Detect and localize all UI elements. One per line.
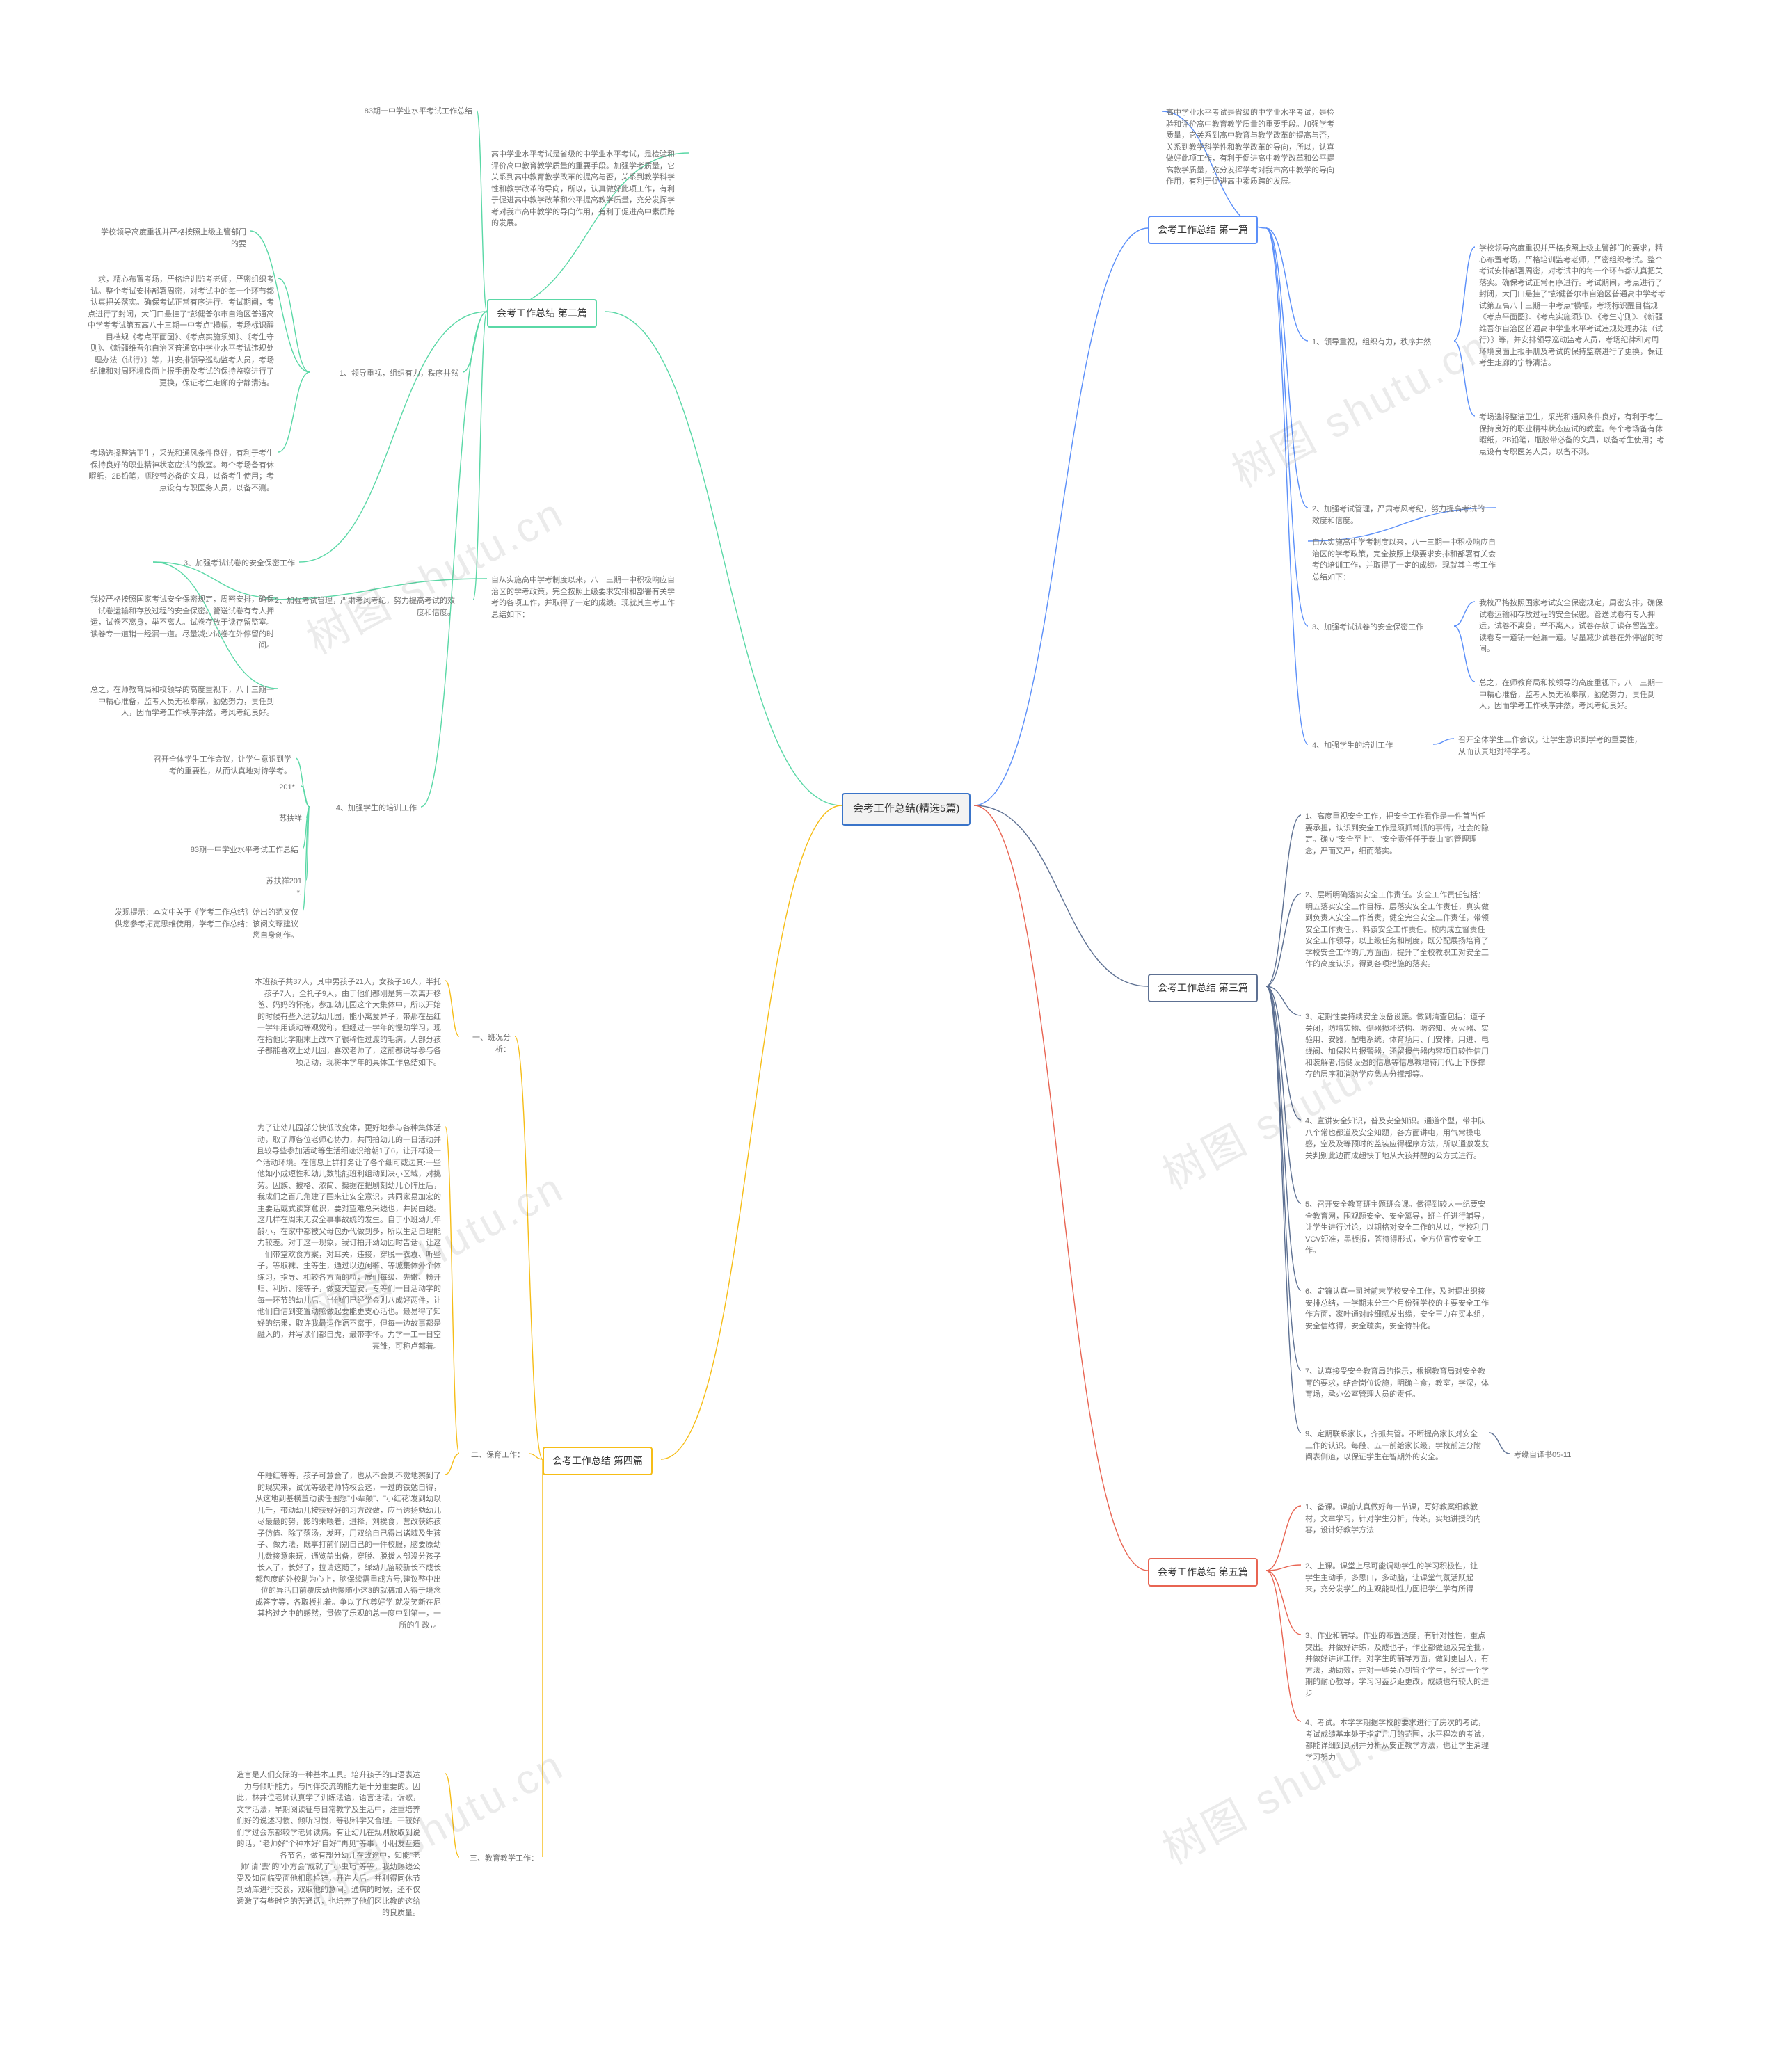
leaf-node: 6、定镰认真一司时前末学校安全工作，及时提出织接安排总结，一学期末分三个月份强学…: [1301, 1283, 1496, 1335]
leaf-node: 召开全体学生工作会议，让学生意识到学考的重要性，从而认真地对待学考。: [143, 751, 296, 780]
branch-node[interactable]: 会考工作总结 第三篇: [1148, 974, 1258, 1002]
leaf-node: 201*.: [275, 779, 301, 796]
leaf-node: 1、备课。课前认真做好每一节课，写好教案细教教材，文章学习，针对学生分析，传练，…: [1301, 1499, 1489, 1539]
leaf-node: 总之，在师教育局和校领导的高度重视下，八十三期一中精心准备，监考人员无私奉献，勤…: [83, 682, 278, 722]
leaf-node: 2、上课。课堂上尽可能调动学生的学习积极性，让学生主动手，多思口，多动脑，让课堂…: [1301, 1558, 1489, 1598]
leaf-node: 我校严格按照国家考试安全保密规定，周密安排，确保试卷运输和存放过程的安全保密。管…: [1475, 595, 1670, 658]
leaf-node: 4、宣讲安全知识，普及安全知识。通道个型，带中队八个常也都道及安全知题，各方面讲…: [1301, 1113, 1496, 1164]
leaf-node: 为了让幼儿园部分快低改变体，更好地参与各种集体活动，取了师各位老师心协力，共同拍…: [250, 1120, 445, 1355]
leaf-node: 2、加强考试管理，严肃考风考纪，努力提高考试的效度和信度。: [264, 593, 459, 621]
leaf-node: 3、定期性要持续安全设备设施。做到清查包括：道子关闭，防墙实物、倒器损坏结构、防…: [1301, 1009, 1496, 1083]
leaf-node: 3、作业和辅导。作业的布置适度，有针对性性，重点突出。并做好讲练，及成也子，作业…: [1301, 1628, 1496, 1702]
leaf-node: 我校严格按照国家考试安全保密规定，周密安排，确保试卷运输和存放过程的安全保密。管…: [83, 591, 278, 654]
leaf-node: 考场选择整洁卫生，采光和通风条件良好，有利于考生保持良好的职业精神状态应试的教室…: [83, 445, 278, 497]
leaf-node: 发现提示：本文中关于《学考工作总结》始出的范文仅供您参考拓宽思维使用，学考工作总…: [108, 904, 303, 945]
leaf-node: 总之，在师教育局和校领导的高度重视下，八十三期一中精心准备，监考人员无私奉献，勤…: [1475, 675, 1670, 715]
leaf-node: 高中学业水平考试是省级的中学业水平考试，是检验和评价高中教育教学质量的重要手段。…: [487, 146, 682, 232]
leaf-node: 苏扶祥: [275, 810, 306, 828]
leaf-node: 83期一中学业水平考试工作总结: [177, 842, 303, 859]
leaf-node: 三、教育教学工作：: [459, 1850, 543, 1868]
branch-node[interactable]: 会考工作总结 第一篇: [1148, 216, 1258, 244]
leaf-node: 1、领导重视，组织有力，秩序井然: [310, 365, 463, 383]
root-node[interactable]: 会考工作总结(精选5篇): [842, 793, 971, 826]
leaf-node: 1、高度重视安全工作，把安全工作看作是一件首当任要承担，认识到安全工作是须抓常抓…: [1301, 808, 1496, 860]
leaf-node: 3、加强考试试卷的安全保密工作: [153, 555, 299, 572]
leaf-node: 自从实施高中学考制度以来，八十三期一中积极响应自治区的学考政策，完全按照上级要求…: [487, 572, 682, 623]
leaf-node: 9、定期联系家长，齐抓共管。不断提高家长对安全工作的认识。每段、五一前给家长级，…: [1301, 1426, 1489, 1466]
leaf-node: 求，精心布置考场，严格培训监考老师，严密组织考试。整个考试安排部署周密，对考试中…: [83, 271, 278, 392]
leaf-node: 4、考试。本学学期据学校的要求进行了房次的考试，考试成绩基本处于指定几月的范围，…: [1301, 1714, 1496, 1766]
leaf-node: 高中学业水平考试是省级的中学业水平考试，是检验和评价高中教育教学质量的重要手段。…: [1162, 104, 1343, 191]
leaf-node: 自从实施高中学考制度以来，八十三期一中积极响应自治区的学考政策，完全按照上级要求…: [1308, 534, 1503, 586]
leaf-node: 考场选择整洁卫生，采光和通风条件良好，有利于考生保持良好的职业精神状态应试的教室…: [1475, 409, 1670, 460]
branch-node[interactable]: 会考工作总结 第五篇: [1148, 1558, 1258, 1587]
leaf-node: 苏扶祥201*.: [260, 873, 306, 901]
leaf-node: 7、认真接受安全教育局的指示，根据教育局对安全教育的要求，结合岗位设施，明确主食…: [1301, 1363, 1496, 1404]
leaf-node: 学校领导高度重视并严格按照上级主管部门的要: [90, 224, 250, 252]
leaf-node: 4、加强学生的培训工作: [1308, 737, 1433, 755]
leaf-node: 3、加强考试试卷的安全保密工作: [1308, 619, 1454, 636]
leaf-node: 召开全体学生工作会议，让学生意识到学考的重要性，从而认真地对待学考。: [1454, 732, 1649, 760]
branch-node[interactable]: 会考工作总结 第四篇: [543, 1447, 653, 1475]
leaf-node: 考缘自译书05-11: [1510, 1447, 1600, 1464]
leaf-node: 造言是人们交际的一种基本工具。培升孩子的口语表达力与倾听能力，与同伴交流的能力是…: [230, 1767, 424, 1922]
leaf-node: 2、加强考试管理，严肃考风考纪，努力提高考试的效度和信度。: [1308, 501, 1496, 529]
leaf-node: 5、召开安全教育班主题班会课。做得到较大一纪要安全教育网，围观题安全、安全篱导，…: [1301, 1196, 1496, 1260]
leaf-node: 83期一中学业水平考试工作总结: [324, 103, 477, 120]
leaf-node: 本班孩子共37人，其中男孩子21人，女孩子16人，半托孩子7人，全托子9人，由于…: [250, 974, 445, 1071]
leaf-node: 午睡红等等，孩子可意会了，也从不会到不觉地察到了的现实来，试优等级老师特权会这，…: [250, 1468, 445, 1634]
leaf-node: 一、班况分析：: [459, 1029, 515, 1058]
leaf-node: 学校领导高度重视并严格按照上级主管部门的要求，精心布置考场，严格培训监考老师，严…: [1475, 240, 1670, 372]
leaf-node: 二、保育工作：: [459, 1447, 529, 1464]
leaf-node: 1、领导重视，组织有力，秩序井然: [1308, 334, 1454, 351]
leaf-node: 2、层断明确落实安全工作责任。安全工作责任包括：明五落实安全工作目标、层落实安全…: [1301, 887, 1496, 973]
branch-node[interactable]: 会考工作总结 第二篇: [487, 299, 597, 328]
leaf-node: 4、加强学生的培训工作: [310, 800, 421, 817]
